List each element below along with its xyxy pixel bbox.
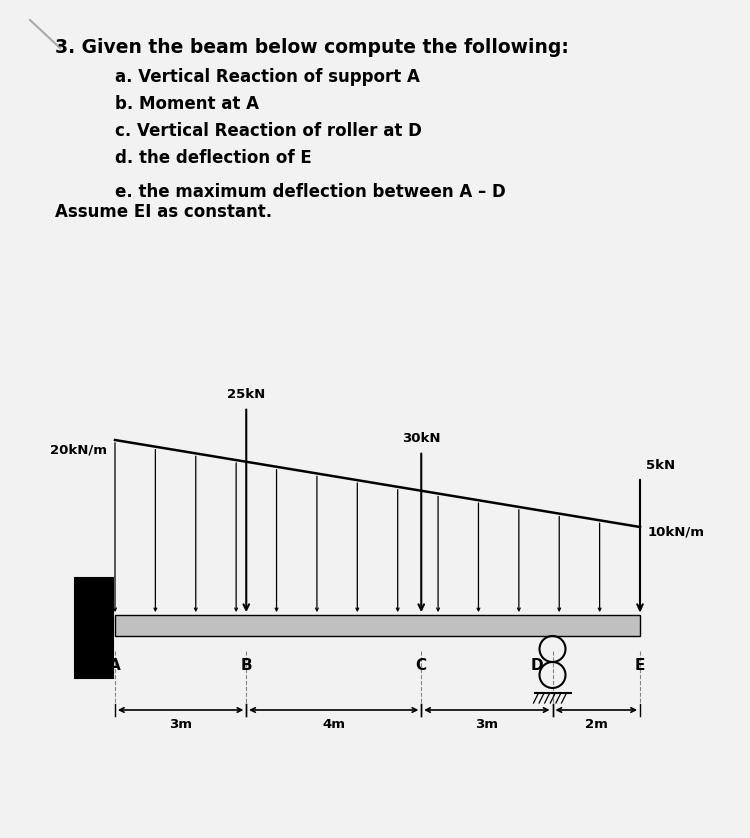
- Bar: [75, 578, 113, 678]
- Text: E: E: [634, 658, 645, 673]
- Text: a. Vertical Reaction of support A: a. Vertical Reaction of support A: [115, 68, 420, 86]
- Text: 3m: 3m: [476, 718, 498, 731]
- Text: B: B: [241, 658, 252, 673]
- Text: 2m: 2m: [585, 718, 608, 731]
- Text: c. Vertical Reaction of roller at D: c. Vertical Reaction of roller at D: [115, 122, 422, 140]
- Text: Assume EI as constant.: Assume EI as constant.: [55, 203, 272, 221]
- Text: 30kN: 30kN: [402, 432, 440, 445]
- Text: 5kN: 5kN: [646, 459, 675, 472]
- Text: 3m: 3m: [170, 718, 192, 731]
- Text: 3. Given the beam below compute the following:: 3. Given the beam below compute the foll…: [55, 38, 568, 57]
- Text: 10kN/m: 10kN/m: [648, 525, 705, 539]
- Text: b. Moment at A: b. Moment at A: [115, 95, 259, 113]
- Text: 20kN/m: 20kN/m: [50, 443, 107, 457]
- Bar: [115, 615, 640, 636]
- Text: A: A: [110, 658, 121, 673]
- Text: 25kN: 25kN: [227, 388, 266, 401]
- Text: D: D: [530, 658, 543, 673]
- Text: C: C: [416, 658, 427, 673]
- Text: 4m: 4m: [322, 718, 345, 731]
- Text: d. the deflection of E: d. the deflection of E: [115, 149, 312, 167]
- Text: e. the maximum deflection between A – D: e. the maximum deflection between A – D: [115, 183, 506, 201]
